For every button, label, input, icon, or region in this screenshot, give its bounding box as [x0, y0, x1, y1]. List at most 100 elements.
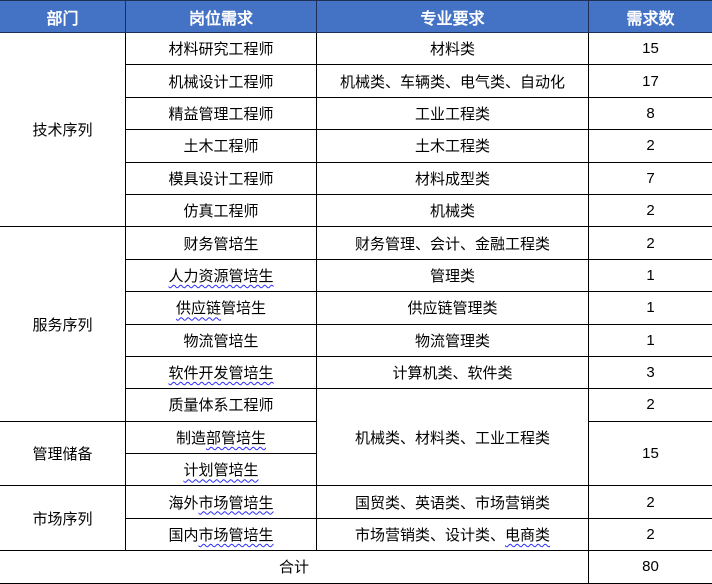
major-cell: 管理类 — [316, 258, 589, 293]
count-cell: 2 — [588, 388, 712, 422]
position-cell: 机械设计工程师 — [125, 64, 317, 98]
table-row: 人力资源管培生 管理类 1 — [0, 258, 712, 293]
count-cell: 15 — [588, 420, 712, 487]
cell-text: 材料成型类 — [414, 169, 490, 188]
cell-text: 供应链管理类 — [407, 299, 498, 318]
position-cell: 仿真工程师 — [125, 193, 317, 228]
cell-text: 工业工程类 — [414, 104, 490, 123]
cell-text: 财务管理、会计、金融工程类 — [354, 234, 550, 253]
count-cell: 7 — [588, 161, 712, 195]
cell-text: 国内 — [168, 526, 199, 545]
header-department: 部门 — [0, 0, 126, 33]
department-cell: 市场序列 — [0, 485, 126, 552]
count-cell: 1 — [588, 258, 712, 293]
position-cell: 质量体系工程师 — [125, 388, 317, 422]
count-cell: 2 — [588, 485, 712, 519]
spellcheck-underlined-text: 计划管培生 — [183, 461, 259, 480]
department-cell: 服务序列 — [0, 226, 126, 422]
count-cell: 2 — [588, 517, 712, 552]
major-cell: 材料类 — [316, 31, 589, 66]
table-row: 模具设计工程师 材料成型类 7 — [0, 161, 712, 195]
count-cell: 17 — [588, 64, 712, 98]
spellcheck-underlined-text: 人力资源管培生 — [168, 266, 274, 285]
department-cell: 管理储备 — [0, 420, 126, 487]
spellcheck-underlined-text: 电商类 — [505, 526, 551, 545]
table-row: 国内市场管培生 市场营销类、设计类、电商类 2 — [0, 517, 712, 552]
major-cell: 市场营销类、设计类、电商类 — [316, 517, 589, 552]
table-row: 管理储备 制造部管培生 15 — [0, 420, 712, 487]
table-row: 服务序列 财务管培生 财务管理、会计、金融工程类 2 — [0, 226, 712, 422]
position-cell: 土木工程师 — [125, 129, 317, 163]
major-cell: 计算机类、软件类 — [316, 355, 589, 390]
cell-text: 物流管理类 — [414, 331, 490, 350]
count-cell: 1 — [588, 291, 712, 325]
cell-text: 仿真工程师 — [183, 202, 259, 221]
position-cell: 供应链管培生 — [125, 291, 317, 325]
cell-text: 财务管培生 — [183, 234, 259, 253]
count-cell: 3 — [588, 355, 712, 390]
spellcheck-underlined-text: 软件开发管培生 — [168, 364, 274, 383]
position-cell: 物流管培生 — [125, 323, 317, 357]
spellcheck-underlined-text: 市场管培生 — [198, 493, 274, 512]
major-cell: 土木工程类 — [316, 129, 589, 163]
header-position: 岗位需求 — [125, 0, 317, 33]
cell-text: 制造 — [175, 428, 206, 447]
header-row: 部门 岗位需求 专业要求 需求数 — [0, 0, 712, 33]
position-cell: 软件开发管培生 — [125, 355, 317, 390]
spellcheck-underlined-text: 供应链 — [175, 299, 221, 318]
count-cell: 2 — [588, 129, 712, 163]
table-row: 土木工程师 土木工程类 2 — [0, 129, 712, 163]
table-row: 质量体系工程师机械类、材料类、工业工程类 2 — [0, 388, 712, 487]
spellcheck-underlined-text: 市场管培生 — [198, 526, 274, 545]
cell-text: 管理类 — [429, 266, 475, 285]
count-cell: 15 — [588, 31, 712, 66]
count-cell: 2 — [588, 226, 712, 260]
total-label: 合计 — [0, 550, 589, 584]
cell-text: 材料研究工程师 — [168, 40, 274, 59]
position-cell: 财务管培生 — [125, 226, 317, 260]
cell-text: 精益管理工程师 — [168, 104, 274, 123]
spellcheck-underlined-text: 部管培生 — [206, 428, 267, 447]
cell-text: 土木工程师 — [183, 137, 259, 156]
cell-text: 模具设计工程师 — [168, 169, 274, 188]
table-row: 仿真工程师 机械类 2 — [0, 193, 712, 228]
position-cell: 国内市场管培生 — [125, 517, 317, 552]
table-row: 精益管理工程师 工业工程类 8 — [0, 96, 712, 131]
position-cell: 材料研究工程师 — [125, 31, 317, 66]
major-cell: 机械类、车辆类、电气类、自动化 — [316, 64, 589, 98]
cell-text: 机械类、车辆类、电气类、自动化 — [339, 72, 565, 91]
table-row: 供应链管培生 供应链管理类 1 — [0, 291, 712, 325]
major-cell: 机械类 — [316, 193, 589, 228]
department-cell: 技术序列 — [0, 31, 126, 228]
table-row: 软件开发管培生 计算机类、软件类 3 — [0, 355, 712, 390]
position-cell: 模具设计工程师 — [125, 161, 317, 195]
cell-text: 土木工程类 — [414, 137, 490, 156]
major-cell: 工业工程类 — [316, 96, 589, 131]
table-row: 技术序列 材料研究工程师 材料类 15 — [0, 31, 712, 228]
cell-text: 物流管培生 — [183, 331, 259, 350]
header-major: 专业要求 — [316, 0, 589, 33]
table-row: 市场序列 海外市场管培生 国贸类、英语类、市场营销类 2 — [0, 485, 712, 552]
major-cell: 物流管理类 — [316, 323, 589, 357]
cell-text: 海外 — [168, 493, 199, 512]
position-cell: 人力资源管培生 — [125, 258, 317, 293]
cell-text: 国贸类、英语类、市场营销类 — [354, 493, 550, 512]
count-cell: 8 — [588, 96, 712, 131]
major-cell: 机械类、材料类、工业工程类 — [316, 388, 589, 487]
count-cell: 2 — [588, 193, 712, 228]
count-cell: 1 — [588, 323, 712, 357]
major-cell: 财务管理、会计、金融工程类 — [316, 226, 589, 260]
cell-text: 材料类 — [429, 40, 475, 59]
total-value: 80 — [588, 550, 712, 584]
cell-text: 机械设计工程师 — [168, 72, 274, 91]
cell-text: 机械类、材料类、工业工程类 — [354, 428, 550, 447]
position-cell: 精益管理工程师 — [125, 96, 317, 131]
total-row: 合计 80 — [0, 550, 712, 584]
major-cell: 材料成型类 — [316, 161, 589, 195]
cell-text: 质量体系工程师 — [168, 396, 274, 415]
cell-text: 管培生 — [221, 299, 267, 318]
position-cell: 制造部管培生 — [125, 420, 317, 455]
major-cell: 国贸类、英语类、市场营销类 — [316, 485, 589, 519]
position-cell: 海外市场管培生 — [125, 485, 317, 519]
